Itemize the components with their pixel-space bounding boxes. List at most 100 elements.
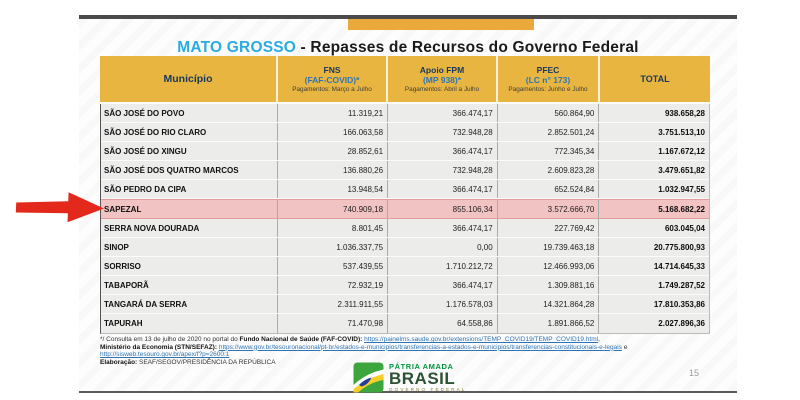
cell-total: 14.714.645,33: [653, 261, 705, 271]
table-row: TANGARÁ DA SERRA 2.311.911,55 1.176.578,03…: [101, 295, 709, 314]
cell-fns: 2.311.911,55: [278, 295, 389, 313]
cell-municipio: SÃO JOSÉ DO XINGU: [101, 142, 279, 160]
cell-total: 2.027.896,36: [658, 319, 705, 328]
cell-fns: 13.948,54: [278, 180, 389, 198]
column-header-pfec: PFEC (LC n° 173) Pagamentos: Junho e Jul…: [498, 56, 600, 102]
page-title: MATO GROSSO - Repasses de Recursos do Go…: [79, 39, 737, 57]
cell-fns: 71.470,98: [278, 314, 389, 333]
cell-total: 17.810.353,86: [653, 299, 705, 309]
footnote-line-4: Elaboração: SEAF/SEGOV/PRESIDÊNCIA DA RE…: [100, 358, 276, 366]
cell-pfec: 2.609.823,28: [498, 161, 600, 179]
table-row: TABAPORÃ 72.932,19 366.474,17 1.309.881,16 1…: [101, 276, 709, 295]
cell-total: 1.032.947,55: [658, 184, 705, 194]
cell-fns: 72.932,19: [278, 276, 389, 294]
cell-fns: 11.319,21: [278, 104, 389, 122]
cell-fns: 136.880,26: [278, 161, 389, 179]
cell-pfec: 14.321.864,28: [498, 295, 600, 313]
cell-fpm: 1.710.212,72: [388, 257, 498, 275]
column-header-total: TOTAL: [640, 74, 670, 84]
table-header-row: Município FNS (FAF-COVID)* Pagamentos: M…: [100, 56, 710, 104]
cell-fpm: 366.474,17: [388, 180, 498, 198]
cell-fpm: 366.474,17: [388, 142, 498, 160]
cell-pfec: 19.739.463,18: [498, 238, 600, 256]
table-row: SÃO JOSÉ DOS QUATRO MARCOS 136.880,26 732.…: [101, 161, 709, 180]
cell-fpm: 732.948,28: [388, 123, 498, 141]
table-body: SÃO JOSÉ DO POVO 11.319,21 366.474,17 560.8…: [100, 104, 710, 334]
cell-fns: 28.852,61: [278, 142, 389, 160]
table-row: SÃO JOSÉ DO XINGU 28.852,61 366.474,17 772.…: [101, 142, 709, 161]
sisweb-link[interactable]: http://sisweb.tesouro.gov.br/apex/f?p=26…: [100, 351, 230, 359]
cell-municipio: TAPURAH: [101, 314, 279, 333]
logo-brasil: BRASIL: [389, 368, 456, 388]
cell-fpm: 0,00: [388, 238, 498, 256]
column-header-fns: FNS (FAF-COVID)* Pagamentos: Março a Jul…: [278, 56, 388, 102]
title-state-name: MATO GROSSO: [177, 39, 297, 56]
title-rest: - Repasses de Recursos do Governo Federa…: [296, 39, 639, 56]
cell-fns: 537.439,55: [278, 257, 389, 275]
cell-municipio: SÃO JOSÉ DO RIO CLARO: [101, 123, 279, 141]
logo-text: PÁTRIA AMADA BRASIL GOVERNO FEDERAL: [389, 361, 467, 393]
cell-fns: 166.063,58: [278, 123, 389, 141]
cell-municipio: TABAPORÃ: [101, 276, 279, 294]
cell-fpm: 366.474,17: [388, 276, 498, 294]
cell-total: 1.749.287,52: [658, 280, 705, 290]
footnote-line-2: Ministério da Economia (STN/SEFAZ): http…: [100, 343, 628, 351]
cell-pfec: 227.769,42: [498, 219, 600, 237]
cell-pfec: 12.466.993,06: [498, 257, 600, 275]
cell-pfec: 1.891.866,52: [498, 314, 600, 333]
cell-fns: 8.801,45: [278, 219, 389, 237]
cell-total: 3.751.513,10: [658, 127, 705, 137]
cell-fns: 1.036.337,75: [278, 238, 389, 256]
table-row: SINOP 1.036.337,75 0,00 19.739.463,18 20.775…: [101, 238, 709, 257]
logo-patria-amada: PÁTRIA AMADA: [389, 361, 454, 371]
cell-municipio: TANGARÁ DA SERRA: [101, 295, 279, 313]
table-row-highlighted: SAPEZAL 740.909,18 855.106,34 3.572.666,70 5…: [101, 199, 709, 219]
logo-governo-federal: GOVERNO FEDERAL: [389, 386, 467, 392]
cell-pfec: 3.572.666,70: [498, 200, 600, 218]
cell-pfec: 2.852.501,24: [498, 123, 600, 141]
cell-total: 1.167.672,12: [658, 146, 705, 156]
governo-federal-logo: PÁTRIA AMADA BRASIL GOVERNO FEDERAL: [353, 362, 466, 393]
brasil-flag-icon: [353, 362, 384, 393]
footnote-line-3: http://sisweb.tesouro.gov.br/apex/f?p=26…: [100, 351, 700, 359]
table-row: SERRA NOVA DOURADA 8.801,45 366.474,17 227.…: [101, 219, 709, 238]
cell-fns: 740.909,18: [278, 200, 389, 218]
table-row: SÃO JOSÉ DO RIO CLARO 166.063,58 732.948,2…: [101, 123, 709, 142]
cell-municipio: SAPEZAL: [101, 200, 279, 218]
cell-fpm: 1.176.578,03: [388, 295, 498, 313]
cell-municipio: SÃO JOSÉ DO POVO: [101, 104, 279, 122]
cell-fpm: 64.558,86: [388, 314, 498, 333]
red-arrow-pointer: [15, 192, 105, 223]
cell-municipio: SERRA NOVA DOURADA: [101, 219, 279, 237]
column-header-fpm: Apoio FPM (MP 938)* Pagamentos: Abril a …: [388, 56, 498, 102]
page-number: 15: [688, 368, 699, 378]
cell-pfec: 1.309.881,16: [498, 276, 600, 294]
cell-fpm: 366.474,17: [388, 104, 498, 122]
cell-fpm: 732.948,28: [388, 161, 498, 179]
cell-fpm: 855.106,34: [388, 200, 498, 218]
orange-accent-bar: [348, 19, 534, 30]
cell-total: 5.168.682,22: [658, 204, 705, 214]
cell-municipio: SINOP: [101, 238, 279, 256]
repasses-table: Município FNS (FAF-COVID)* Pagamentos: M…: [100, 56, 710, 334]
table-row: TAPURAH 71.470,98 64.558,86 1.891.866,52 2.0…: [101, 314, 709, 333]
cell-municipio: SORRISO: [101, 257, 279, 275]
cell-pfec: 560.864,90: [498, 104, 600, 122]
tesouro-nacional-link[interactable]: https://www.gov.br/tesouronacional/pt-br…: [218, 343, 622, 351]
column-header-municipio: Município: [100, 56, 278, 102]
cell-pfec: 652.524,84: [498, 180, 600, 198]
table-row: SORRISO 537.439,55 1.710.212,72 12.466.993,…: [101, 257, 709, 276]
footnote-line-1: */ Consulta em 13 de julho de 2020 no po…: [100, 336, 600, 343]
cell-fpm: 366.474,17: [388, 219, 498, 237]
footnotes: */ Consulta em 13 de julho de 2020 no po…: [100, 336, 700, 366]
fns-portal-link[interactable]: https://painelms.saude.gov.br/extensions…: [364, 336, 599, 343]
table-row: SÃO PEDRO DA CIPA 13.948,54 366.474,17 652.…: [101, 180, 709, 199]
cell-total: 20.775.800,93: [653, 242, 705, 252]
slide: MATO GROSSO - Repasses de Recursos do Go…: [79, 15, 737, 393]
cell-total: 3.479.651,82: [658, 165, 705, 175]
cell-total: 603.045,04: [664, 223, 705, 233]
cell-pfec: 772.345,34: [498, 142, 600, 160]
cell-total: 938.658,28: [664, 108, 705, 118]
cell-municipio: SÃO JOSÉ DOS QUATRO MARCOS: [101, 161, 279, 179]
